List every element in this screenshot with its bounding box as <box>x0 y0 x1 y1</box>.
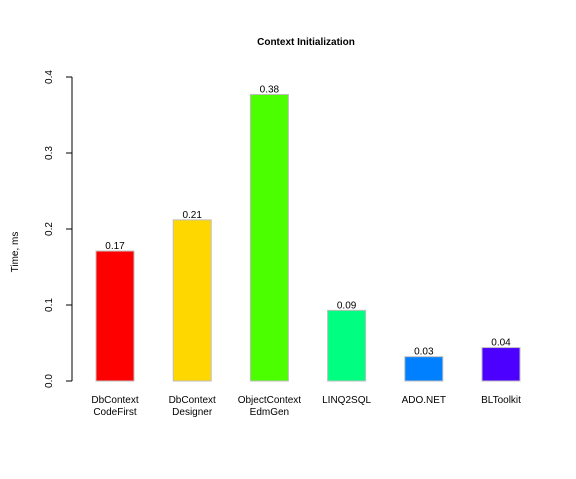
value-label: 0.21 <box>182 210 202 221</box>
value-label: 0.38 <box>260 84 280 95</box>
bar <box>172 219 212 382</box>
x-tick-label: LINQ2SQL <box>322 395 371 406</box>
value-label: 0.04 <box>491 338 511 349</box>
y-tick-label: 0.4 <box>44 70 55 84</box>
bars <box>95 93 521 382</box>
y-tick-label: 0.1 <box>44 298 55 312</box>
value-label: 0.09 <box>337 300 357 311</box>
value-label: 0.17 <box>105 241 125 252</box>
x-tick-label: Designer <box>172 407 213 418</box>
x-tick-label: ADO.NET <box>402 395 446 406</box>
y-axis-label: Time, ms <box>10 232 21 273</box>
bar <box>481 347 521 382</box>
y-tick-label: 0.3 <box>44 146 55 160</box>
bar <box>404 356 444 382</box>
value-label: 0.03 <box>414 347 434 358</box>
y-tick-label: 0.2 <box>44 222 55 236</box>
chart-title: Context Initialization <box>257 37 355 48</box>
bar <box>95 250 135 382</box>
x-axis-labels: DbContextCodeFirstDbContextDesignerObjec… <box>91 395 521 418</box>
x-tick-label: ObjectContext <box>238 395 302 406</box>
x-tick-label: DbContext <box>91 395 138 406</box>
value-labels: 0.17 0.21 0.38 0.09 0.03 0.04 <box>105 84 511 357</box>
x-tick-label: CodeFirst <box>93 407 137 418</box>
y-axis: 0.0 0.1 0.2 0.3 0.4 <box>44 70 72 388</box>
x-tick-label: DbContext <box>169 395 216 406</box>
x-tick-label: BLToolkit <box>481 395 521 406</box>
x-tick-label: EdmGen <box>250 407 289 418</box>
bar <box>327 309 367 382</box>
y-tick-label: 0.0 <box>44 374 55 388</box>
bar <box>249 93 289 382</box>
